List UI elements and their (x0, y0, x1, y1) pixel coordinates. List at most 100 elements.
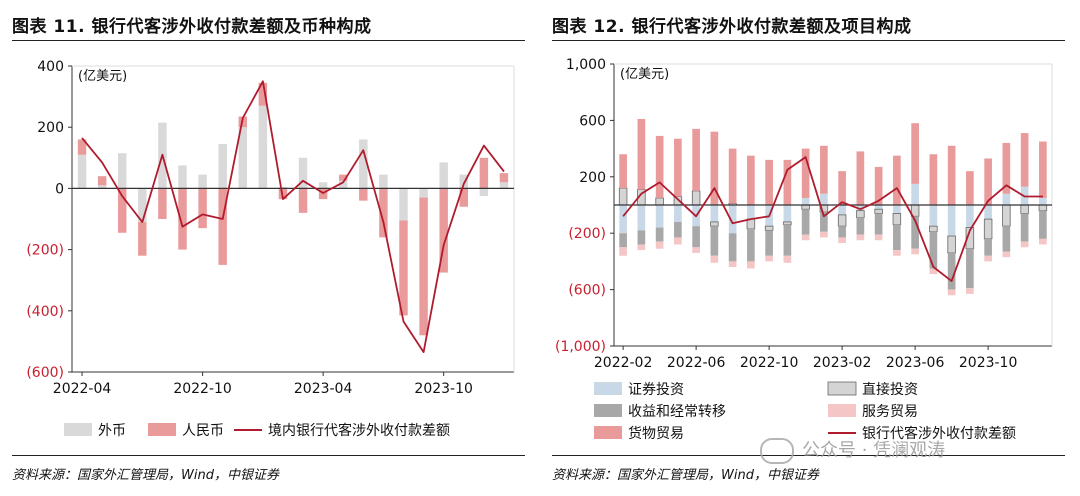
bar-人民币-2023-03 (298, 188, 308, 213)
bar-外币-2023-07 (379, 174, 388, 189)
bar-证券投资-2022-09 (747, 205, 755, 220)
bar-直接投资-2023-11 (1002, 204, 1011, 227)
legend-label-证券投资: 证券投资 (628, 382, 684, 398)
bar-人民币-2023-05 (339, 174, 348, 181)
bar-外币-2022-09 (178, 165, 187, 189)
bar-货物贸易-2022-05 (674, 138, 682, 197)
y-tick-label: (600) (568, 283, 606, 299)
bar-人民币-2022-04 (77, 139, 87, 155)
bar-收益和经常转移-2022-11 (783, 224, 792, 256)
bar-货物贸易-2023-01 (820, 145, 828, 194)
y-tick-label: 200 (37, 120, 64, 136)
x-tick-label: 2023-04 (294, 381, 353, 397)
bar-证券投资-2022-08 (728, 205, 737, 234)
y-tick-label: (200) (26, 243, 64, 259)
bar-外币-2024-01 (499, 182, 509, 189)
bar-服务贸易-2022-02 (619, 247, 627, 256)
bar-证券投资-2023-11 (1002, 193, 1011, 205)
bar-证券投资-2023-01 (820, 193, 828, 205)
bar-证券投资-2023-06 (911, 183, 919, 205)
bar-证券投资-2023-03 (856, 205, 865, 211)
bar-外币-2023-03 (298, 157, 308, 189)
bar-人民币-2023-09 (419, 197, 428, 336)
bar-货物贸易-2023-11 (1002, 142, 1011, 194)
bar-证券投资-2023-07 (929, 205, 938, 227)
line-境内银行代客涉外收付款差额 (81, 80, 505, 354)
bar-证券投资-2023-02 (838, 205, 846, 215)
bar-直接投资-2022-11 (783, 221, 792, 226)
right-chart-title: 图表 12. 银行代客涉外收付款差额及项目构成 (552, 17, 912, 37)
bar-证券投资-2023-10 (984, 205, 992, 220)
bar-人民币-2023-11 (459, 188, 468, 207)
bar-证券投资-2022-03 (637, 205, 646, 231)
bar-直接投资-2023-05 (892, 213, 902, 226)
bar-收益和经常转移-2022-04 (655, 227, 664, 242)
bar-货物贸易-2023-08 (947, 145, 956, 205)
bar-服务贸易-2023-11 (1002, 251, 1011, 258)
bar-人民币-2022-09 (178, 188, 187, 250)
bar-货物贸易-2024-01 (1039, 141, 1047, 198)
bar-人民币-2022-08 (158, 188, 167, 219)
bar-服务贸易-2023-02 (838, 237, 846, 244)
bar-外币-2022-12 (238, 127, 247, 189)
bar-服务贸易-2023-01 (820, 231, 828, 238)
bar-直接投资-2023-08 (947, 235, 956, 254)
y-tick-label: 600 (579, 113, 606, 129)
legend-swatch-收益和经常转移 (594, 404, 622, 417)
bar-货物贸易-2022-07 (710, 131, 719, 205)
bar-收益和经常转移-2023-05 (893, 224, 901, 251)
bar-直接投资-2022-07 (710, 221, 719, 227)
bar-货物贸易-2023-12 (1020, 133, 1029, 187)
bar-直接投资-2023-07 (929, 225, 938, 233)
bar-人民币-2023-01 (258, 82, 268, 106)
bar-人民币-2023-07 (379, 188, 388, 238)
y-tick-label: 0 (55, 181, 64, 197)
bar-人民币-2023-06 (359, 188, 368, 201)
bar-货物贸易-2023-06 (911, 123, 919, 184)
bar-人民币-2024-01 (499, 173, 509, 183)
bar-收益和经常转移-2022-05 (674, 221, 682, 238)
bar-收益和经常转移-2022-03 (637, 230, 646, 245)
bar-收益和经常转移-2023-07 (929, 231, 938, 269)
bar-人民币-2023-08 (399, 220, 408, 316)
bar-货物贸易-2023-09 (966, 171, 974, 205)
bar-服务贸易-2022-07 (710, 255, 719, 263)
bar-外币-2023-11 (459, 174, 468, 189)
bar-直接投资-2023-09 (965, 227, 975, 250)
bar-货物贸易-2023-10 (984, 158, 992, 205)
bar-服务贸易-2022-05 (674, 237, 682, 245)
bar-外币-2023-09 (419, 188, 428, 198)
bar-外币-2023-04 (318, 182, 328, 189)
y-tick-label: (400) (26, 304, 64, 320)
bar-服务贸易-2022-08 (728, 261, 737, 268)
bar-货物贸易-2023-03 (856, 151, 865, 205)
bar-直接投资-2022-10 (764, 225, 774, 231)
bar-货物贸易-2022-10 (765, 159, 773, 205)
bar-直接投资-2022-12 (801, 204, 810, 210)
bar-服务贸易-2024-01 (1039, 238, 1047, 245)
x-tick-label: 2023-06 (886, 355, 945, 371)
bar-直接投资-2022-06 (691, 190, 701, 206)
bar-收益和经常转移-2022-10 (765, 230, 773, 256)
bar-人民币-2022-07 (138, 222, 147, 256)
bar-收益和经常转移-2023-03 (856, 217, 865, 235)
bar-服务贸易-2023-04 (874, 234, 883, 241)
bar-货物贸易-2022-04 (655, 135, 664, 198)
bar-外币-2022-07 (138, 188, 147, 223)
bar-服务贸易-2022-03 (637, 244, 646, 251)
bar-服务贸易-2022-09 (747, 261, 755, 269)
right-source-note: 资料来源：国家外汇管理局，Wind，中银证券 (552, 468, 819, 483)
left-chart-title: 图表 11. 银行代客涉外收付款差额及币种构成 (12, 17, 372, 37)
bar-证券投资-2023-09 (966, 205, 974, 228)
line-银行代客涉外收付款差额 (622, 156, 1043, 283)
bar-货物贸易-2023-04 (874, 166, 883, 205)
bar-证券投资-2024-01 (1039, 197, 1047, 205)
bar-人民币-2023-12 (479, 157, 489, 189)
left-source-note: 资料来源：国家外汇管理局，Wind，中银证券 (12, 468, 279, 483)
bar-外币-2022-06 (118, 153, 127, 189)
bar-人民币-2022-10 (198, 188, 207, 229)
y-tick-label: 400 (37, 59, 64, 75)
bar-直接投资-2023-04 (874, 208, 883, 214)
right-chart: 1,000 600 200 (200) (600) (1,000) (亿美元) 2022-02… (555, 57, 1053, 442)
bar-收益和经常转移-2022-02 (619, 233, 627, 248)
